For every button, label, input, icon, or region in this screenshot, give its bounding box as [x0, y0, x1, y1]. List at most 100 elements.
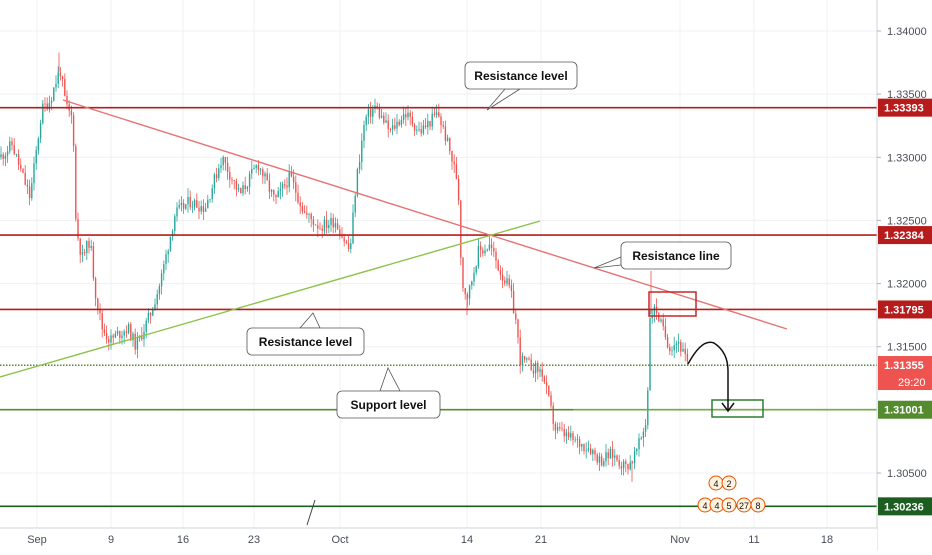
candle-body	[123, 331, 125, 336]
candle-body	[314, 224, 317, 226]
candle-body	[622, 461, 625, 469]
candle-body	[369, 109, 372, 117]
candle-body	[292, 176, 295, 183]
callout-pointer	[379, 366, 401, 392]
x-tick-label: 16	[177, 534, 189, 546]
candle-body	[532, 370, 535, 374]
callout-pointer	[593, 256, 622, 269]
candle-body	[262, 169, 264, 177]
candle-body	[70, 110, 73, 116]
drawing-stub	[306, 499, 316, 526]
time-axis[interactable]: Sep 9 16 23 Oct 14 21 Nov 11 18	[27, 534, 833, 546]
candle-body	[451, 150, 453, 162]
price-tags: 1.333931.323841.317951.313531.310011.302…	[878, 98, 932, 516]
x-tick-label: Sep	[27, 534, 47, 546]
candle-body	[2, 154, 4, 159]
candle-body	[378, 108, 381, 118]
candle-body	[310, 214, 312, 220]
x-tick-label: 23	[248, 534, 260, 546]
candle-body	[317, 225, 319, 229]
candle-body	[398, 121, 400, 125]
event-badge[interactable]	[750, 497, 766, 513]
resistance-zone-box[interactable]	[648, 291, 697, 317]
candle-body	[611, 448, 614, 458]
candle-body	[226, 162, 229, 172]
candle-body	[587, 448, 590, 451]
candle-body	[468, 285, 471, 299]
candle-body	[92, 246, 95, 279]
candle-body	[248, 173, 251, 187]
candle-body	[211, 188, 213, 200]
callout[interactable]: Resistance level	[464, 61, 578, 111]
candle-body	[651, 316, 653, 319]
candle-body	[609, 448, 612, 459]
candle-body	[46, 103, 48, 110]
candle-body	[363, 125, 365, 141]
x-tick-label: 11	[748, 534, 759, 546]
candle-body	[640, 437, 642, 439]
candle-body	[147, 312, 150, 321]
candle-body	[187, 196, 189, 205]
event-badge[interactable]	[721, 475, 737, 491]
price-axis-background	[877, 0, 932, 550]
candle-body	[638, 438, 640, 450]
candle-body	[242, 185, 244, 194]
callout[interactable]: Support level	[336, 366, 441, 419]
candle-body	[352, 212, 354, 244]
candle-body	[537, 362, 539, 372]
candle-body	[141, 335, 143, 340]
candle-body	[284, 184, 286, 186]
candle-body	[495, 251, 497, 261]
candle-body	[207, 199, 209, 209]
callout[interactable]: Resistance line	[593, 241, 732, 270]
candle-body	[11, 141, 13, 146]
ascending-trend-line[interactable]	[0, 220, 541, 378]
candle-body	[4, 155, 7, 159]
event-badge[interactable]	[721, 497, 737, 513]
candle-body	[603, 461, 605, 466]
candle-body	[473, 272, 475, 282]
candle-body	[515, 313, 517, 320]
candle-body	[171, 231, 174, 237]
candle-body	[431, 113, 433, 127]
candle-body	[90, 246, 92, 248]
candle-body	[112, 335, 114, 338]
candle-body	[231, 179, 233, 181]
candle-body	[453, 161, 455, 165]
candle-body	[361, 140, 363, 163]
candle-body	[521, 355, 524, 366]
candle-body	[178, 205, 180, 208]
candle-body	[251, 169, 253, 174]
callout-text: Resistance level	[259, 335, 352, 349]
candle-body	[658, 313, 660, 322]
projection-path	[687, 341, 729, 410]
candle-body	[660, 319, 662, 322]
y-tick-label: 1.31500	[887, 342, 927, 354]
candle-body	[319, 228, 321, 230]
candle-body	[198, 207, 200, 212]
price-axis[interactable]: 1.34000 1.33500 1.33000 1.32500 1.32000 1.315…	[877, 26, 927, 480]
event-badge-count: 2	[726, 479, 731, 489]
callout[interactable]: Resistance level	[246, 312, 365, 356]
candle-body	[543, 376, 546, 383]
candle-body	[385, 120, 387, 123]
descending-resistance-line[interactable]	[62, 99, 788, 330]
candle-body	[570, 433, 572, 438]
candle-body	[642, 431, 645, 438]
candle-body	[6, 151, 9, 156]
candle-body	[583, 443, 585, 452]
candle-body	[174, 216, 176, 232]
candle-body	[152, 309, 154, 316]
candle-body	[270, 189, 273, 192]
candle-body	[559, 427, 561, 429]
y-tick-label: 1.33500	[887, 89, 927, 101]
candle-body	[501, 274, 504, 281]
candle-body	[455, 164, 458, 179]
candle-body	[649, 318, 651, 391]
candle-body	[633, 451, 636, 464]
candle-body	[169, 236, 172, 252]
candle-body	[462, 257, 464, 289]
candle-body	[222, 157, 224, 166]
target-zone-box[interactable]	[711, 399, 764, 418]
